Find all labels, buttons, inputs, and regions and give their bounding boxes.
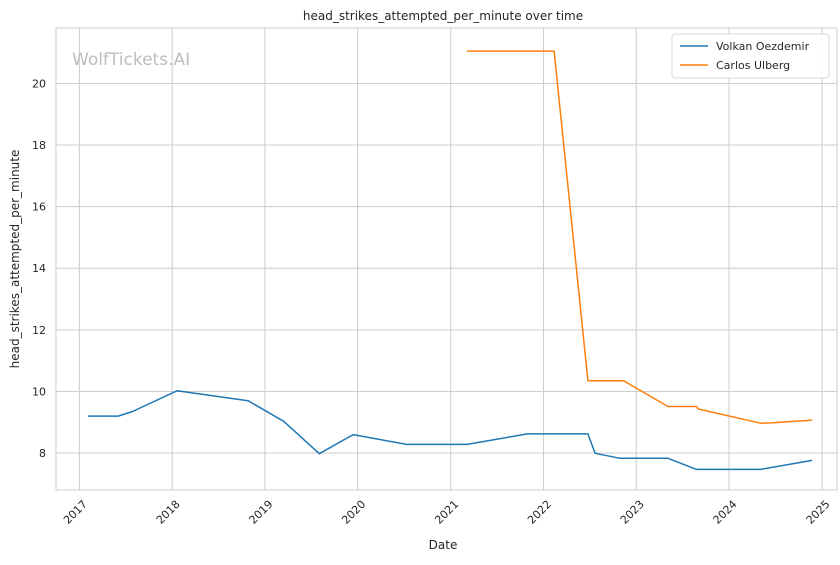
series-line-volkan-oezdemir — [88, 390, 813, 471]
plot-frame — [55, 27, 838, 491]
legend-box — [671, 33, 830, 79]
legend-label: Volkan Oezdemir — [716, 40, 810, 53]
y-tick-label: 20 — [32, 77, 46, 90]
y-tick-label: 14 — [32, 262, 46, 275]
x-axis-label: Date — [429, 538, 458, 552]
y-axis-label: head_strikes_attempted_per_minute — [8, 150, 22, 369]
x-axis-ticks: 2017 2018 2019 2020 2021 2022 2023 2024 2025 — [61, 498, 833, 527]
series-lines — [88, 50, 813, 471]
legend-label: Carlos Ulberg — [716, 59, 790, 72]
y-tick-label: 8 — [39, 447, 46, 460]
y-tick-label: 18 — [32, 139, 46, 152]
x-tick-label: 2020 — [339, 498, 368, 527]
series-line-carlos-ulberg — [467, 50, 813, 424]
x-tick-label: 2017 — [61, 498, 90, 527]
y-tick-label: 16 — [32, 201, 46, 214]
x-tick-label: 2019 — [247, 498, 276, 527]
x-tick-label: 2021 — [432, 498, 461, 527]
x-tick-label: 2024 — [711, 498, 740, 527]
x-tick-label: 2023 — [618, 498, 647, 527]
y-tick-label: 12 — [32, 324, 46, 337]
x-tick-label: 2018 — [154, 498, 183, 527]
y-tick-label: 10 — [32, 385, 46, 398]
chart-title: head_strikes_attempted_per_minute over t… — [303, 9, 583, 23]
x-tick-label: 2025 — [804, 498, 833, 527]
y-axis-ticks: 8 10 12 14 16 18 20 — [32, 77, 46, 460]
legend: Volkan Oezdemir Carlos Ulberg — [671, 33, 830, 79]
x-tick-label: 2022 — [525, 498, 554, 527]
watermark-text: WolfTickets.AI — [72, 50, 190, 70]
grid — [56, 28, 837, 490]
